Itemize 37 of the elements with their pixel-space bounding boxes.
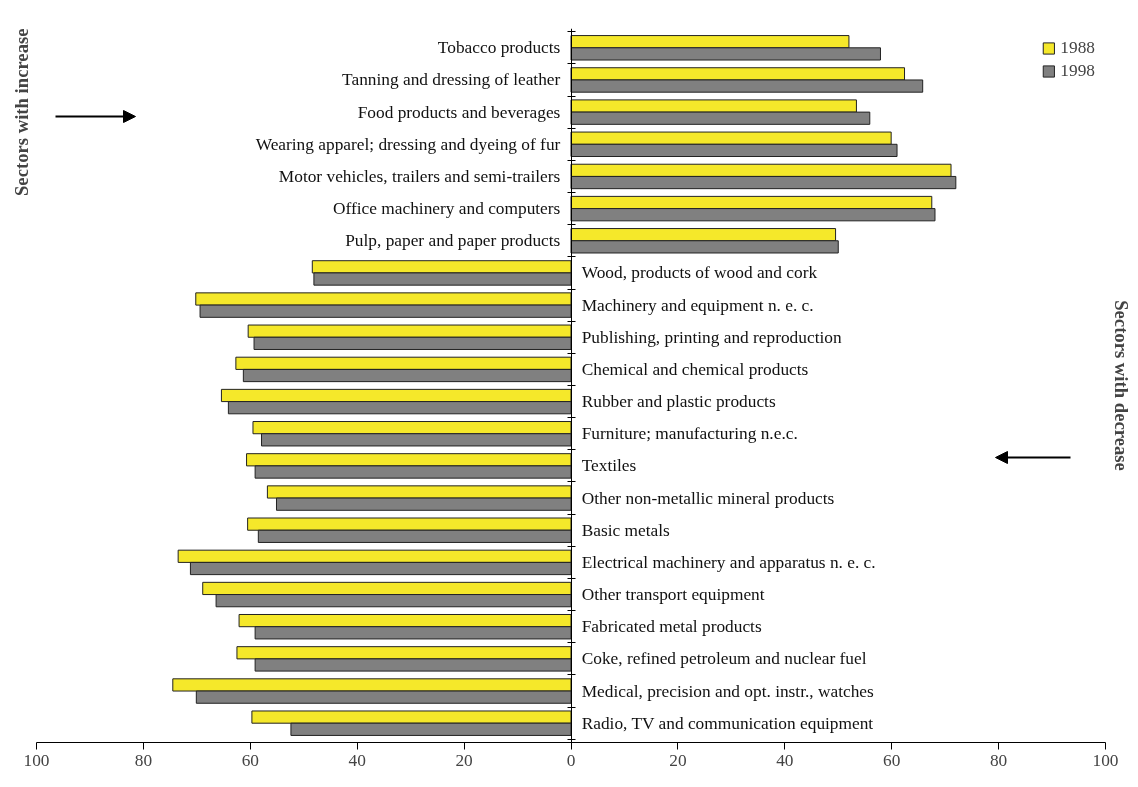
y-tick-label: Other non-metallic mineral products — [581, 488, 835, 508]
y-tick-label: Textiles — [581, 456, 637, 476]
y-tick-label: Tanning and dressing of leather — [342, 70, 561, 90]
x-tick-label: 60 — [241, 750, 259, 770]
legend-label: 1988 — [1060, 38, 1095, 58]
y-tick-label: Medical, precision and opt. instr., watches — [581, 681, 875, 701]
y-tick-label: Motor vehicles, trailers and semi-trailers — [278, 166, 561, 186]
y-tick-label: Rubber and plastic products — [581, 392, 776, 412]
y-tick-label: Publishing, printing and reproduction — [581, 327, 842, 347]
text: Sectors with decrease — [1110, 300, 1132, 471]
y-tick-label: Pulp, paper and paper products — [345, 231, 561, 251]
legend-label: 1998 — [1060, 61, 1095, 81]
y-tick-label: Food products and beverages — [357, 102, 561, 122]
x-tick-label: 20 — [455, 750, 473, 770]
y-tick-label: Fabricated metal products — [581, 617, 762, 637]
x-tick-label: 80 — [134, 750, 153, 770]
x-tick-label: 100 — [1092, 750, 1119, 770]
y-tick-label: Wearing apparel; dressing and dyeing of fur — [255, 134, 561, 154]
y-tick-label: Tobacco products — [437, 38, 561, 58]
y-tick-label: Other transport equipment — [581, 585, 765, 605]
y-tick-label: Chemical and chemical products — [581, 359, 809, 379]
y-tick-label: Wood, products of wood and cork — [581, 263, 818, 283]
y-tick-label: Coke, refined petroleum and nuclear fuel — [581, 649, 867, 669]
y-tick-label: Electrical machinery and apparatus n. e. c. — [581, 552, 876, 572]
x-tick-label: 20 — [669, 750, 687, 770]
x-tick-label: 60 — [883, 750, 901, 770]
x-tick-label: 0 — [566, 750, 576, 770]
x-tick-label: 40 — [348, 750, 366, 770]
x-tick-label: 80 — [989, 750, 1008, 770]
x-tick-label: 40 — [776, 750, 794, 770]
y-tick-label: Office machinery and computers — [333, 199, 561, 219]
y-tick-label: Machinery and equipment n. e. c. — [581, 295, 814, 315]
y-tick-label: Furniture; manufacturing n.e.c. — [581, 424, 798, 444]
y-tick-label: Radio, TV and communication equipment — [581, 713, 874, 733]
text: Sectors with increase — [10, 28, 32, 197]
x-tick-label: 100 — [23, 750, 50, 770]
y-tick-label: Basic metals — [581, 520, 671, 540]
